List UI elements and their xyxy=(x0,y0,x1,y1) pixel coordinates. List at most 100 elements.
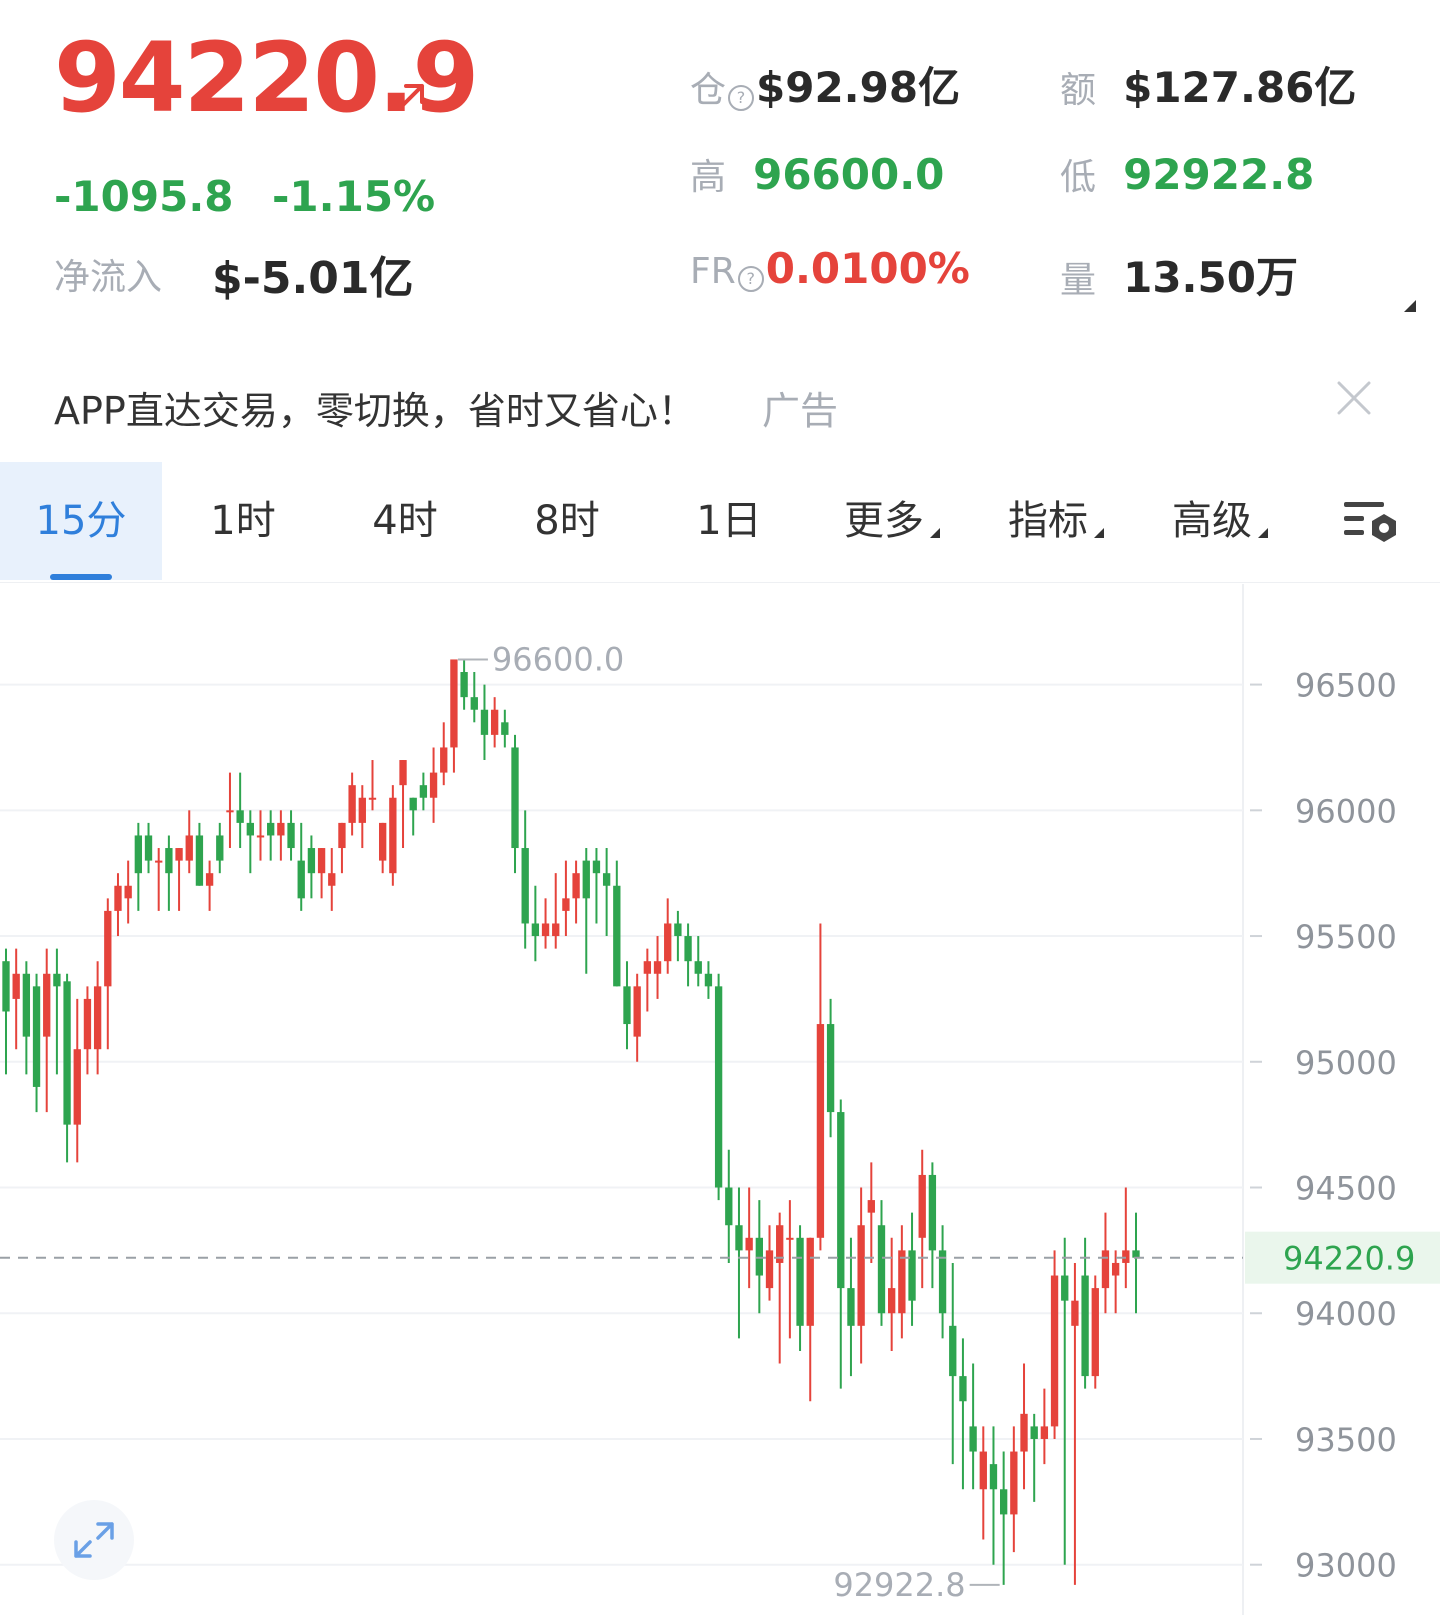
candle-body xyxy=(12,973,20,999)
candle-body xyxy=(714,986,723,1188)
candle-body xyxy=(114,885,122,911)
tab-4h[interactable]: 4时 xyxy=(372,498,438,544)
funding-rate-stat: FR? 0.0100% xyxy=(690,244,970,293)
candle-body xyxy=(989,1464,998,1490)
candle-body xyxy=(246,822,254,836)
high-label: 高 xyxy=(690,157,727,198)
candle-body xyxy=(592,860,601,874)
candle-body xyxy=(1040,1426,1049,1439)
question-circle-icon[interactable]: ? xyxy=(737,265,764,292)
candle-body xyxy=(409,797,417,811)
candlestick-chart[interactable]: 96500 96000 95500 95000 94500 94000 93500 93000… xyxy=(0,584,1440,1615)
candle-body xyxy=(531,923,540,937)
tab-advanced[interactable]: 高级 xyxy=(1138,462,1302,580)
candle-body xyxy=(226,810,234,813)
expand-stats-toggle[interactable] xyxy=(1404,300,1416,312)
candle-body xyxy=(32,986,41,1087)
candle-body xyxy=(938,1250,947,1314)
candle-body xyxy=(776,1225,784,1263)
open-interest-label: 仓 xyxy=(690,70,727,111)
candle-body xyxy=(348,785,356,823)
candle-body xyxy=(1050,1275,1059,1427)
candle-body xyxy=(236,810,244,823)
candle-body xyxy=(480,709,489,735)
candle-body xyxy=(1030,1426,1038,1439)
candle-body xyxy=(1111,1262,1120,1276)
candle-body xyxy=(806,1237,814,1326)
candle-body xyxy=(643,961,652,974)
low-stat: 低 92922.8 xyxy=(1060,148,1314,200)
candle-body xyxy=(949,1325,957,1377)
last-price: 94220.9 xyxy=(54,22,479,134)
ad-banner-text[interactable]: APP直达交易，零切换，省时又省心！ xyxy=(54,389,696,433)
funding-rate-value: 0.0100% xyxy=(765,244,970,293)
last-price-tag-bg xyxy=(1245,1231,1440,1284)
caret-down-icon xyxy=(1094,528,1104,538)
candle-body xyxy=(297,860,305,899)
candle-body xyxy=(175,848,183,861)
interval-tabbar: 15分 1时 4时 8时 1日 更多 指标 高级 xyxy=(0,462,1440,583)
turnover-value: $127.86亿 xyxy=(1123,63,1357,112)
candle-body xyxy=(470,697,478,710)
open-interest-value: $92.98亿 xyxy=(756,63,961,112)
y-tick-label: 96500 xyxy=(1295,667,1397,705)
candle-body xyxy=(73,1049,81,1125)
candle-body xyxy=(969,1426,977,1452)
tab-more[interactable]: 更多 xyxy=(810,462,974,580)
chart-settings-icon[interactable] xyxy=(1344,500,1402,550)
candle-body xyxy=(419,785,428,798)
candle-body xyxy=(1132,1250,1140,1258)
tab-indicators[interactable]: 指标 xyxy=(974,462,1138,580)
low-value: 92922.8 xyxy=(1123,150,1315,199)
candle-body xyxy=(1010,1451,1018,1515)
candle-body xyxy=(1101,1250,1110,1289)
candle-body xyxy=(755,1237,763,1276)
candle-body xyxy=(460,672,468,698)
tab-1d[interactable]: 1日 xyxy=(696,498,762,544)
candle-body xyxy=(908,1250,916,1301)
candle-body xyxy=(501,722,509,735)
candle-body xyxy=(1020,1413,1028,1452)
candle-body xyxy=(216,835,224,861)
candle-body xyxy=(368,797,377,800)
candle-body xyxy=(1091,1288,1099,1377)
question-circle-icon[interactable]: ? xyxy=(728,84,755,111)
volume-stat: 量 13.50万 xyxy=(1060,244,1298,305)
candle-body xyxy=(399,760,407,786)
candle-body xyxy=(602,873,611,886)
candle-body xyxy=(572,873,580,899)
close-icon[interactable] xyxy=(1336,380,1372,416)
candle-body xyxy=(959,1376,967,1402)
candle-body xyxy=(684,936,692,962)
candle-body xyxy=(796,1237,804,1326)
candle-body xyxy=(928,1174,937,1251)
candle-body xyxy=(83,998,92,1050)
candle-body xyxy=(429,772,438,798)
candle-body xyxy=(307,848,316,874)
candle-body xyxy=(613,885,621,987)
candle-body xyxy=(541,923,550,937)
tab-15m[interactable]: 15分 xyxy=(0,462,162,580)
candle-body xyxy=(358,797,366,823)
net-inflow-value: $-5.01亿 xyxy=(212,253,414,304)
high-stat: 高 96600.0 xyxy=(690,148,944,200)
candle-body xyxy=(552,923,560,937)
candle-body xyxy=(205,873,214,886)
high-value: 96600.0 xyxy=(753,150,945,199)
candle-body xyxy=(745,1237,753,1251)
candle-body xyxy=(124,885,132,899)
fullscreen-button[interactable] xyxy=(54,1500,134,1580)
caret-down-icon xyxy=(930,528,940,538)
expand-icon xyxy=(74,1522,114,1558)
candle-body xyxy=(450,659,458,748)
tab-8h[interactable]: 8时 xyxy=(534,498,600,544)
candle-body xyxy=(43,973,51,1037)
candle-body xyxy=(694,961,702,974)
price-change-absolute: -1095.8 xyxy=(54,172,234,221)
last-price-tag: 94220.9 xyxy=(1283,1240,1415,1278)
tab-1h[interactable]: 1时 xyxy=(210,498,276,544)
candle-body xyxy=(490,709,499,735)
candle-body xyxy=(582,860,590,899)
candle-body xyxy=(328,873,336,886)
candle-body xyxy=(857,1225,865,1326)
